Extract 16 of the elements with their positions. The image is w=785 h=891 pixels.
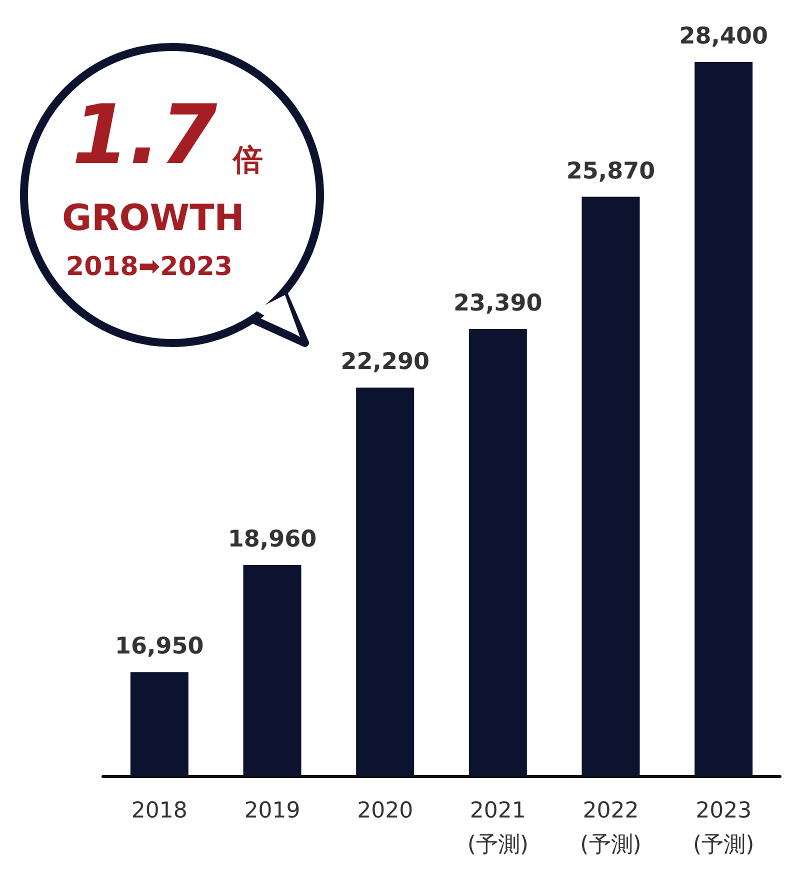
x-tick-label: 2018: [131, 798, 188, 824]
annotation: 2018➡2023: [66, 252, 233, 282]
x-tick-label: 2021 (予測): [467, 798, 529, 858]
data-label: 23,390: [454, 290, 542, 316]
annotation: 1.7: [72, 88, 218, 183]
data-label: 16,950: [115, 634, 204, 660]
x-tick-label: 2023 (予測): [692, 798, 754, 858]
data-label: 22,290: [340, 349, 430, 376]
data-label: 25,870: [566, 158, 656, 184]
x-tick-label: 2020: [357, 798, 414, 824]
annotation: GROWTH: [62, 198, 244, 239]
x-tick-label: 2019: [244, 798, 300, 824]
data-label: 28,400: [679, 24, 768, 50]
x-tick-label: 2022 (予測): [580, 798, 642, 858]
annotation: 倍: [233, 142, 263, 180]
data-label: 18,960: [228, 526, 317, 552]
